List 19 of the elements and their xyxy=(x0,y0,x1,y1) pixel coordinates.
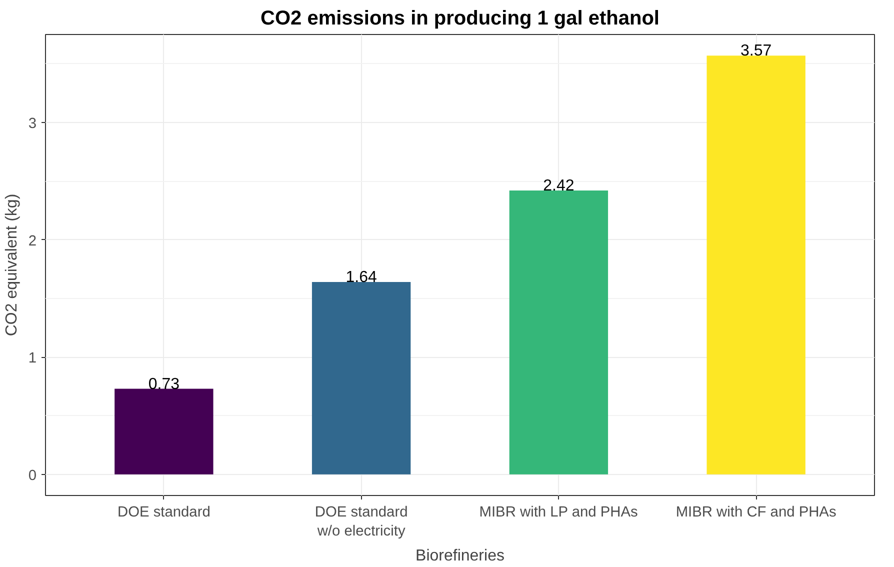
x-tick-label: MIBR with CF and PHAs xyxy=(676,504,836,520)
y-axis-title: CO2 equivalent (kg) xyxy=(3,194,20,336)
y-tick-label: 2 xyxy=(28,233,37,250)
data-label: 3.57 xyxy=(740,42,772,60)
x-axis-title: Biorefineries xyxy=(416,548,504,565)
data-label: 0.73 xyxy=(148,376,180,393)
y-tick-label: 1 xyxy=(28,350,37,367)
x-tick-label: DOE standard xyxy=(117,504,210,520)
x-tick-label: MIBR with LP and PHAs xyxy=(479,504,638,520)
data-label: 2.42 xyxy=(543,178,574,195)
bar xyxy=(312,282,411,474)
y-tick-label: 3 xyxy=(28,116,37,132)
bar xyxy=(509,190,608,474)
bar xyxy=(114,388,214,474)
y-tick-label: 0 xyxy=(28,468,37,484)
data-label: 1.64 xyxy=(346,269,377,286)
x-tick-label: DOE standard w/o electricity xyxy=(314,504,408,540)
bar xyxy=(706,56,806,474)
chart-title: CO2 emissions in producing 1 gal ethanol xyxy=(260,8,660,30)
